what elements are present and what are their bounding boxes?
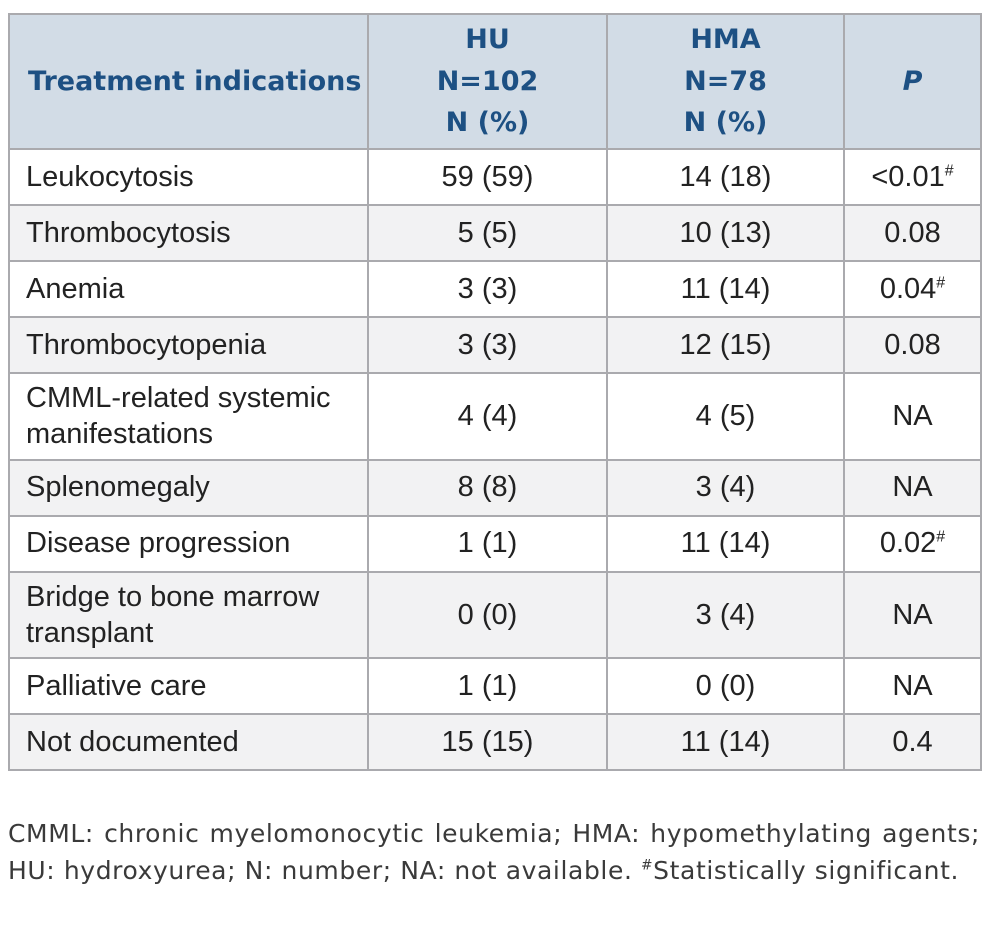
header-hu-n: N=102 [436, 65, 539, 97]
p-value-cell: 0.08 [843, 204, 982, 262]
treatment-indications-table: Treatment indications HU N=102 N (%) HMA… [8, 13, 982, 771]
p-value-cell: 0.4 [843, 713, 982, 771]
table-row: Anemia 3 (3) 11 (14) 0.04# [8, 260, 982, 318]
table-row: Not documented 15 (15) 11 (14) 0.4 [8, 713, 982, 771]
hu-value-cell: 3 (3) [367, 260, 608, 318]
hu-value-cell: 8 (8) [367, 458, 608, 517]
hma-value-cell: 3 (4) [606, 458, 845, 517]
hu-value-cell: 1 (1) [367, 514, 608, 573]
hma-value-cell: 10 (13) [606, 204, 845, 262]
indication-cell: Palliative care [8, 657, 369, 715]
hu-value-cell: 4 (4) [367, 372, 608, 461]
table-header: Treatment indications HU N=102 N (%) HMA… [8, 13, 982, 150]
indication-cell: Not documented [8, 713, 369, 771]
header-p-value-label: P [902, 65, 923, 97]
header-hma-n: N=78 [684, 65, 767, 97]
hma-value-cell: 11 (14) [606, 514, 845, 573]
header-hu-name: HU [465, 23, 510, 55]
significance-marker: # [936, 528, 946, 546]
indication-cell: Disease progression [8, 514, 369, 573]
p-value-cell: <0.01# [843, 148, 982, 206]
hma-value-cell: 11 (14) [606, 713, 845, 771]
header-row: Treatment indications HU N=102 N (%) HMA… [8, 13, 982, 150]
table-body: Leukocytosis 59 (59) 14 (18) <0.01# Thro… [8, 148, 982, 771]
indication-cell: Splenomegaly [8, 458, 369, 517]
indication-cell: Thrombocytopenia [8, 316, 369, 374]
header-hma-npct: N (%) [683, 107, 768, 139]
significance-marker: # [944, 162, 954, 180]
table-row: Palliative care 1 (1) 0 (0) NA [8, 657, 982, 715]
header-hu-npct: N (%) [445, 107, 530, 139]
p-value-cell: 0.04# [843, 260, 982, 318]
header-p-value: P [843, 13, 982, 150]
significance-marker: # [936, 274, 946, 292]
p-value-cell: NA [843, 657, 982, 715]
indication-cell: Bridge to bone marrow transplant [8, 570, 369, 659]
footnote-significance-note: Statistically significant. [653, 856, 960, 885]
hu-value-cell: 1 (1) [367, 657, 608, 715]
hu-value-cell: 15 (15) [367, 713, 608, 771]
header-hma-name: HMA [690, 23, 761, 55]
hma-value-cell: 11 (14) [606, 260, 845, 318]
header-treatment-indications: Treatment indications [8, 13, 369, 150]
header-treatment-indications-label: Treatment indications [28, 65, 362, 97]
table-row: CMML-related systemic manifestations 4 (… [8, 372, 982, 461]
table-row: Splenomegaly 8 (8) 3 (4) NA [8, 458, 982, 517]
hma-value-cell: 4 (5) [606, 372, 845, 461]
table-footnote: CMML: chronic myelomonocytic leukemia; H… [8, 815, 980, 889]
indication-cell: CMML-related systemic manifestations [8, 372, 369, 461]
footnote-abbreviations: CMML: chronic myelomonocytic leukemia; H… [8, 819, 980, 885]
hma-value-cell: 12 (15) [606, 316, 845, 374]
p-value-cell: 0.02# [843, 514, 982, 573]
indication-cell: Leukocytosis [8, 148, 369, 206]
header-hma: HMA N=78 N (%) [606, 13, 845, 150]
hma-value-cell: 3 (4) [606, 570, 845, 659]
hu-value-cell: 59 (59) [367, 148, 608, 206]
hma-value-cell: 0 (0) [606, 657, 845, 715]
hu-value-cell: 5 (5) [367, 204, 608, 262]
hma-value-cell: 14 (18) [606, 148, 845, 206]
p-value-cell: NA [843, 458, 982, 517]
p-value-cell: NA [843, 372, 982, 461]
table-row: Thrombocytosis 5 (5) 10 (13) 0.08 [8, 204, 982, 262]
table-row: Bridge to bone marrow transplant 0 (0) 3… [8, 570, 982, 659]
table-row: Disease progression 1 (1) 11 (14) 0.02# [8, 514, 982, 573]
table-row: Leukocytosis 59 (59) 14 (18) <0.01# [8, 148, 982, 206]
footnote-hash-marker: # [641, 857, 654, 874]
indication-cell: Anemia [8, 260, 369, 318]
indication-cell: Thrombocytosis [8, 204, 369, 262]
p-value-cell: 0.08 [843, 316, 982, 374]
hu-value-cell: 0 (0) [367, 570, 608, 659]
p-value-cell: NA [843, 570, 982, 659]
table-row: Thrombocytopenia 3 (3) 12 (15) 0.08 [8, 316, 982, 374]
header-hu: HU N=102 N (%) [367, 13, 608, 150]
hu-value-cell: 3 (3) [367, 316, 608, 374]
